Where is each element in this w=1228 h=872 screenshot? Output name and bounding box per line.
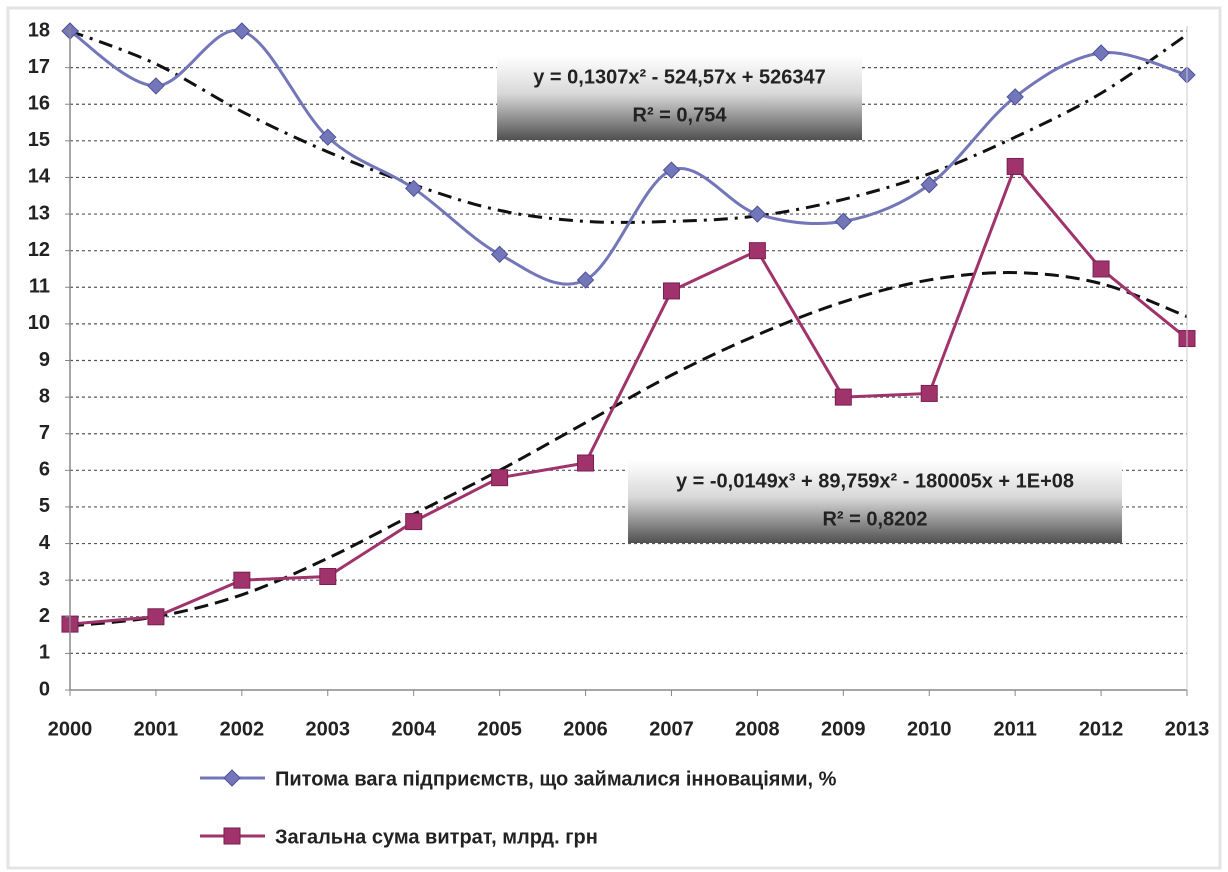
series <box>61 22 1196 633</box>
x-tick-label: 2013 <box>1165 718 1210 740</box>
legend-label: Загальна сума витрат, млрд. грн <box>275 826 598 848</box>
y-tick-label: 10 <box>28 312 50 334</box>
y-tick-label: 8 <box>39 385 50 407</box>
marker <box>319 568 337 586</box>
trendline <box>69 271 1188 628</box>
x-tick-label: 2003 <box>306 718 351 740</box>
marker <box>1006 88 1024 106</box>
y-tick-label: 18 <box>28 19 50 41</box>
x-tick-label: 2008 <box>735 718 780 740</box>
annotation-r2: R² = 0,8202 <box>822 508 927 530</box>
marker <box>1092 44 1110 62</box>
marker <box>920 176 938 194</box>
y-tick-label: 0 <box>39 678 50 700</box>
annotations: y = 0,1307x² - 524,57x + 526347 R² = 0,75… <box>497 56 1122 543</box>
marker <box>223 827 241 845</box>
series-line <box>69 163 1188 626</box>
y-tick-label: 12 <box>28 239 50 261</box>
x-tick-label: 2011 <box>993 718 1036 740</box>
annotation-box <box>497 56 862 140</box>
marker <box>319 128 337 146</box>
y-tick-label: 17 <box>28 56 50 78</box>
y-tick-label: 5 <box>39 495 50 517</box>
x-tick-label: 2010 <box>907 718 952 740</box>
x-tick-label: 2012 <box>1079 718 1124 740</box>
marker <box>748 205 767 223</box>
x-tick-label: 2009 <box>821 718 866 740</box>
x-tick-label: 2006 <box>563 718 608 740</box>
marker <box>233 22 251 40</box>
marker <box>491 469 509 487</box>
marker <box>748 242 766 260</box>
y-tick-label: 6 <box>39 459 50 481</box>
y-tick-label: 9 <box>39 349 50 371</box>
y-tick-label: 2 <box>39 605 50 627</box>
marker <box>490 245 509 264</box>
x-tick-label: 2007 <box>649 718 694 740</box>
y-tick-label: 3 <box>39 568 50 590</box>
marker <box>404 179 423 198</box>
y-tick-label: 15 <box>28 129 50 151</box>
annotation-box <box>628 460 1122 543</box>
marker <box>920 384 938 402</box>
frame <box>6 6 1222 870</box>
y-tick-label: 13 <box>28 202 50 224</box>
x-tick-label: 2005 <box>477 718 522 740</box>
y-tick-label: 7 <box>39 422 50 444</box>
legend: Питома вага підприємств, що займалися ін… <box>200 768 837 848</box>
marker <box>834 212 853 231</box>
marker <box>147 608 165 626</box>
trendline <box>69 29 1188 224</box>
marker <box>147 77 165 95</box>
marker <box>223 769 241 787</box>
marker <box>662 161 681 179</box>
x-tick-label: 2001 <box>134 718 179 740</box>
y-tick-label: 1 <box>39 642 50 664</box>
marker <box>1092 260 1110 278</box>
x-tick-label: 2004 <box>391 718 436 740</box>
legend-label: Питома вага підприємств, що займалися ін… <box>275 768 837 790</box>
marker <box>1006 157 1024 175</box>
trendlines <box>69 29 1188 628</box>
x-tick-label: 2002 <box>220 718 265 740</box>
annotation-equation: y = -0,0149x³ + 89,759x² - 180005x + 1E+… <box>676 470 1074 492</box>
y-tick-label: 14 <box>28 166 51 188</box>
x-tick-label: 2000 <box>48 718 93 740</box>
marker <box>577 454 595 472</box>
annotation-equation: y = 0,1307x² - 524,57x + 526347 <box>533 66 825 88</box>
marker <box>662 282 680 300</box>
annotation-r2: R² = 0,754 <box>633 104 728 126</box>
y-tick-label: 4 <box>39 532 51 554</box>
marker <box>405 513 423 531</box>
marker <box>576 271 595 289</box>
marker <box>233 571 251 589</box>
y-tick-label: 16 <box>28 93 50 115</box>
y-tick-label: 11 <box>29 276 50 298</box>
marker <box>834 388 852 406</box>
